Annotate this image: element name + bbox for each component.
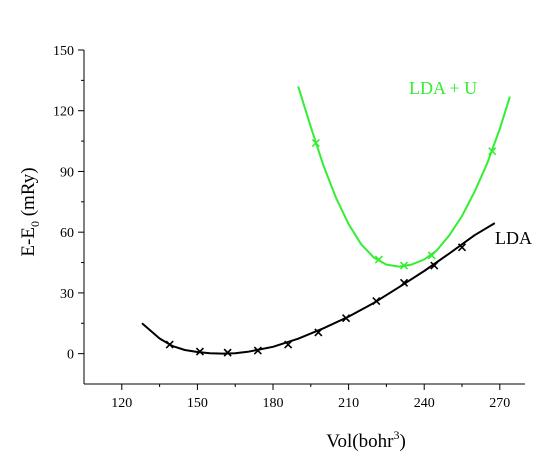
y-axis-label-sub: 0 [28,221,42,227]
x-axis-label-sup: 3 [393,428,399,442]
marker-stroke [253,346,262,355]
data-point-lda-u [488,147,497,156]
data-point-lda [399,278,409,287]
marker-stroke [223,348,232,357]
marker-stroke [314,328,323,337]
marker-stroke [399,278,409,287]
data-point-lda [223,348,232,357]
marker-stroke [488,147,497,156]
x-ticks: 120 150 180 210 240 270 [111,384,510,411]
y-axis-label: E-E0 (mRy) [18,167,42,256]
data-point-lda [165,340,174,349]
y-tick-label: 90 [60,165,74,180]
data-point-lda [457,243,467,252]
y-tick-label: 0 [67,348,74,363]
marker-stroke [399,261,409,270]
x-tick-label: 150 [187,396,208,411]
series-line-lda [141,222,496,355]
data-point-lda-u [374,255,383,264]
data-point-lda [314,328,323,337]
axes [83,50,525,385]
y-tick-label: 60 [60,226,74,241]
x-axis-label-main: Vol(bohr [326,431,394,452]
data-point-lda [253,346,262,355]
marker-stroke [284,340,293,349]
series-label-lda: LDA [495,228,532,248]
series-layer [141,86,511,357]
marker-stroke [427,251,436,260]
x-axis-label-tail: ) [399,431,405,452]
data-point-lda-u [311,139,320,148]
x-tick-label: 270 [489,396,510,411]
data-point-lda [342,314,351,323]
marker-stroke [342,314,351,323]
data-point-lda [195,347,204,356]
x-tick-label: 120 [111,396,132,411]
marker-stroke [311,139,320,148]
y-tick-label: 30 [60,287,74,302]
marker-stroke [457,243,467,252]
x-tick-label: 240 [414,396,435,411]
x-tick-label: 180 [263,396,284,411]
series-line-lda-u [297,86,511,268]
marker-stroke [430,261,439,270]
y-axis-label-tail: (mRy) [18,167,39,221]
data-point-lda-u [427,251,436,260]
data-point-lda-u [399,261,409,270]
marker-stroke [372,296,381,306]
series-label-lda-u: LDA + U [409,78,477,98]
data-point-lda [430,261,439,270]
x-tick-label: 210 [338,396,359,411]
y-tick-label: 120 [53,105,74,120]
marker-stroke [195,347,204,356]
marker-stroke [165,340,174,349]
y-tick-label: 150 [53,44,74,59]
y-axis-label-main: E-E [18,227,39,257]
data-point-lda [372,296,381,306]
data-point-lda [284,340,293,349]
y-ticks: 0 30 60 90 120 150 [53,44,84,363]
marker-stroke [374,255,383,264]
x-axis-label: Vol(bohr3) [326,428,406,452]
